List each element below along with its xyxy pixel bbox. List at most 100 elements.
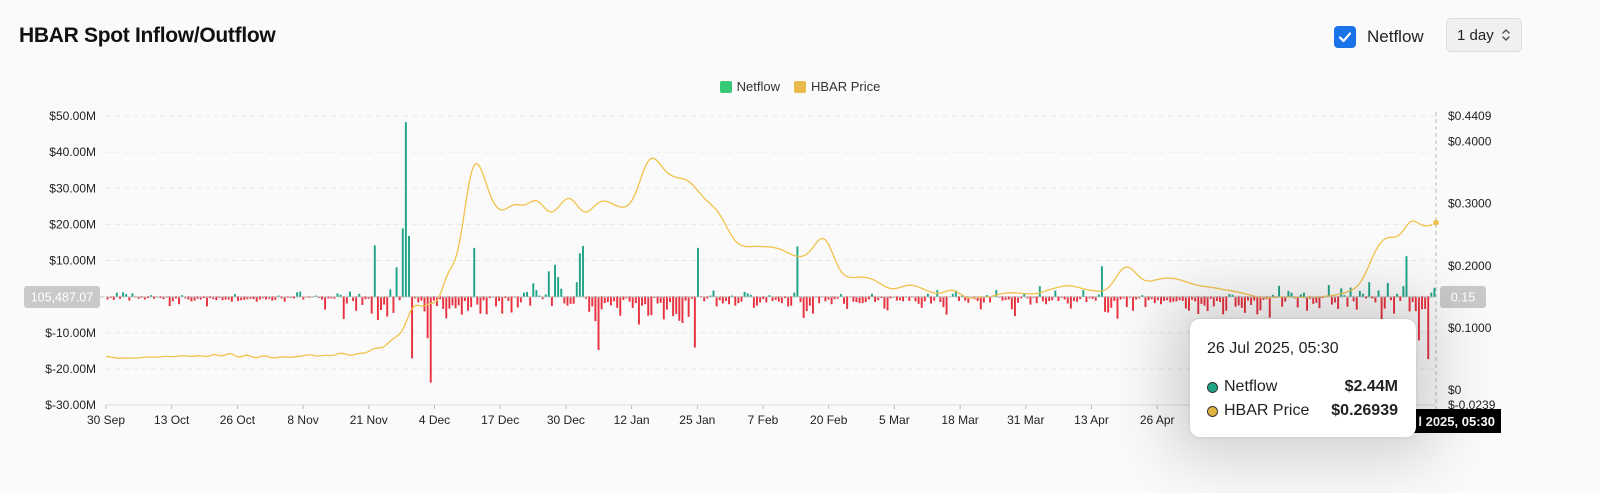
netflow-bar [1023, 293, 1026, 297]
netflow-bar [202, 296, 205, 299]
netflow-bar [1374, 296, 1377, 303]
legend-swatch-price [794, 80, 806, 93]
netflow-bar [1377, 290, 1380, 297]
netflow-bar [582, 246, 584, 297]
netflow-bar [1187, 296, 1190, 311]
netflow-bar [1383, 296, 1386, 309]
netflow-bar [718, 296, 721, 301]
y-left-tick-label: $10.00M [49, 254, 96, 268]
y-right-tick-label: $0.4409 [1448, 109, 1492, 123]
netflow-bar [1321, 296, 1324, 299]
netflow-bar [1405, 256, 1408, 297]
x-tick-label: 17 Dec [481, 413, 519, 427]
netflow-bar [1113, 296, 1116, 301]
netflow-bar [1368, 282, 1371, 297]
netflow-bar [398, 296, 401, 301]
netflow-bar [920, 296, 923, 308]
netflow-toggle[interactable]: Netflow [1334, 24, 1424, 50]
netflow-bar [594, 296, 597, 322]
netflow-checkbox[interactable] [1334, 26, 1356, 48]
netflow-bar [1150, 296, 1153, 300]
netflow-bar [777, 296, 780, 302]
netflow-bar [448, 296, 451, 309]
netflow-bar [1417, 296, 1420, 341]
netflow-bar [591, 296, 594, 307]
netflow-bar [1330, 296, 1333, 305]
netflow-bar [1228, 294, 1231, 297]
interval-select[interactable]: 1 day [1446, 18, 1522, 52]
netflow-bar [933, 296, 936, 301]
netflow-bar [249, 296, 252, 299]
netflow-bar [373, 245, 376, 297]
netflow-bar [603, 296, 606, 304]
tooltip-row-price: HBAR Price $0.26939 [1207, 399, 1398, 423]
netflow-bar [780, 296, 783, 304]
netflow-bar [324, 296, 327, 310]
netflow-bar [1414, 296, 1417, 312]
netflow-bar [1362, 293, 1364, 297]
netflow-bar [1240, 296, 1243, 308]
netflow-bar [1290, 292, 1293, 297]
netflow-bar [364, 296, 367, 300]
netflow-bar [765, 296, 768, 303]
netflow-bar [150, 295, 153, 297]
netflow-bar [467, 296, 469, 311]
netflow-bar [143, 296, 146, 300]
netflow-bar [1334, 296, 1336, 303]
netflow-bar [1380, 296, 1383, 322]
netflow-bar [895, 296, 898, 301]
netflow-bar [1247, 296, 1249, 301]
netflow-bar [1184, 296, 1187, 309]
netflow-bar [1243, 296, 1246, 313]
netflow-bar [662, 296, 665, 320]
netflow-bar [1057, 296, 1060, 301]
netflow-bar [557, 277, 560, 297]
netflow-bar [1340, 288, 1343, 297]
x-tick-label: 7 Feb [748, 413, 779, 427]
x-tick-label: 18 Mar [941, 413, 978, 427]
netflow-bar [1051, 296, 1054, 301]
x-tick-label: 25 Jan [679, 413, 715, 427]
netflow-bar [389, 289, 392, 297]
netflow-bar [1138, 296, 1141, 299]
y-left-tick-label: $-20.00M [45, 362, 96, 376]
netflow-bar [1054, 290, 1057, 297]
netflow-bar [1200, 296, 1203, 304]
netflow-bar [846, 296, 849, 309]
netflow-bar [647, 296, 650, 316]
netflow-bar [1411, 296, 1414, 303]
netflow-bar [1038, 286, 1041, 297]
legend-item-price[interactable]: HBAR Price [794, 79, 880, 94]
netflow-bar [1110, 296, 1113, 308]
netflow-bar [1262, 296, 1265, 300]
netflow-bar [1153, 296, 1156, 304]
netflow-bar [964, 296, 967, 301]
netflow-bar [414, 296, 417, 299]
netflow-bar [790, 296, 793, 306]
y-left-tick-label: $30.00M [49, 181, 96, 195]
netflow-bar [1194, 296, 1197, 302]
netflow-bar [1041, 296, 1044, 302]
netflow-bar [1231, 294, 1234, 297]
netflow-bar [1302, 292, 1305, 297]
netflow-bar [355, 296, 358, 311]
netflow-bar [1166, 296, 1169, 301]
netflow-bar [902, 296, 905, 302]
netflow-bar [787, 296, 790, 307]
netflow-bar [690, 296, 693, 299]
netflow-bar [1215, 296, 1218, 301]
netflow-bar [1234, 296, 1237, 307]
netflow-bar [709, 295, 712, 297]
netflow-bar [930, 296, 932, 304]
netflow-bar [119, 296, 121, 299]
netflow-bar [1091, 296, 1094, 299]
netflow-bar [606, 296, 609, 303]
netflow-bar [392, 296, 395, 313]
netflow-bar [1296, 296, 1299, 308]
price-line-layer [105, 157, 1440, 359]
netflow-bar [843, 296, 845, 304]
netflow-bar [1076, 296, 1079, 302]
legend-item-netflow[interactable]: Netflow [719, 79, 780, 94]
tooltip-price-dot-icon [1207, 405, 1218, 417]
netflow-bar [535, 290, 538, 297]
